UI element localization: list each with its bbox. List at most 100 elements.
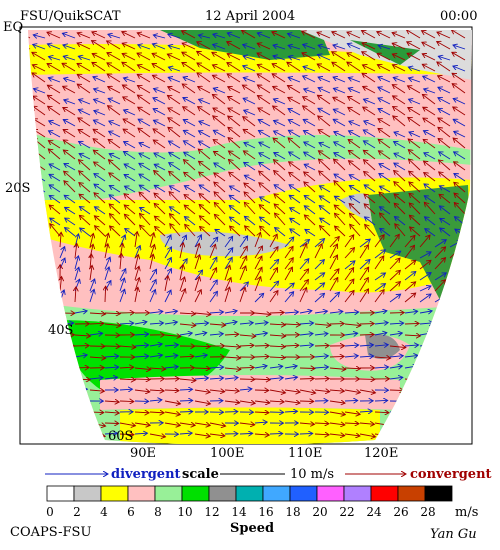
wind-arrow (453, 138, 466, 149)
wind-arrow (319, 186, 331, 193)
wind-arrow (304, 182, 316, 193)
wind-arrow (409, 193, 421, 204)
wind-arrow (389, 323, 404, 324)
wind-arrow (183, 98, 196, 105)
wind-arrow (149, 390, 164, 391)
wind-arrow (239, 433, 253, 434)
wind-arrow (198, 131, 211, 138)
wind-arrow (329, 356, 344, 357)
wind-arrow (134, 334, 149, 335)
wind-arrow (424, 196, 436, 204)
wind-arrow (254, 293, 264, 303)
wind-arrow (104, 377, 118, 379)
wind-arrow (404, 355, 418, 357)
wind-arrow (138, 128, 151, 138)
wind-arrow (32, 65, 46, 72)
wind-arrow (139, 213, 151, 226)
wind-arrow (48, 78, 61, 83)
wind-arrow (164, 290, 171, 303)
wind-arrow (179, 243, 183, 259)
wind-arrow (239, 367, 254, 368)
wind-arrow (284, 401, 300, 403)
wind-arrow (254, 434, 269, 435)
wind-arrow (229, 205, 241, 215)
wind-arrow (344, 333, 358, 335)
wind-arrow (152, 64, 166, 72)
wind-arrow (434, 247, 446, 259)
wind-arrow (380, 213, 391, 226)
color-box (370, 485, 399, 502)
wind-arrow (89, 333, 103, 335)
wind-arrow (168, 87, 181, 94)
wind-arrow (318, 77, 331, 83)
wind-arrow (137, 33, 151, 39)
color-box (289, 485, 318, 502)
wind-arrow (273, 56, 286, 61)
map (28, 30, 472, 444)
wind-arrow (290, 218, 301, 226)
wind-arrow (454, 173, 466, 182)
wind-arrow (254, 313, 271, 315)
wind-arrow (94, 162, 106, 171)
wind-arrow (183, 107, 196, 116)
wind-arrow (454, 152, 466, 160)
wind-arrow (359, 260, 370, 270)
wind-arrow (168, 141, 181, 149)
wind-arrow (213, 130, 226, 138)
wind-arrow (319, 171, 331, 182)
wind-arrow (194, 346, 210, 347)
wind-arrow (452, 84, 466, 94)
wind-arrow (374, 235, 384, 248)
wind-arrow (348, 96, 361, 105)
wind-arrow (95, 226, 106, 237)
wind-arrow (140, 207, 151, 215)
wind-arrow (104, 324, 121, 326)
wind-arrow (197, 51, 211, 61)
wind-arrow (93, 150, 106, 160)
wind-arrow (183, 77, 196, 83)
wind-arrow (275, 213, 286, 226)
wind-arrow (104, 423, 119, 424)
wind-arrow (170, 224, 181, 237)
wind-arrow (299, 368, 315, 369)
wind-arrow (139, 174, 151, 182)
wind-arrow (199, 204, 211, 215)
wind-arrow (254, 401, 270, 403)
wind-arrow (164, 322, 177, 324)
wind-arrow (239, 323, 253, 324)
wind-arrow (110, 226, 121, 237)
color-box (154, 485, 183, 502)
wind-arrow (288, 109, 301, 116)
wind-arrow (64, 171, 76, 182)
wind-arrow (314, 356, 328, 357)
wind-arrow (419, 260, 431, 270)
wind-arrow (169, 214, 181, 226)
wind-arrow (78, 160, 91, 171)
wind-arrow (318, 151, 331, 160)
wind-arrow (33, 89, 46, 94)
wind-arrow (164, 235, 171, 248)
wind-arrow (287, 34, 301, 39)
wind-arrow (329, 390, 344, 391)
wind-arrow (425, 229, 436, 237)
wind-arrow (314, 311, 327, 313)
wind-arrow (344, 434, 360, 436)
wind-arrow (314, 260, 324, 270)
wind-arrow (109, 121, 121, 127)
wind-arrow (303, 131, 316, 138)
wind-arrow (239, 246, 247, 259)
wind-arrow (434, 273, 446, 281)
wind-arrow (348, 139, 361, 149)
wind-arrow (209, 378, 224, 379)
wind-arrow (419, 311, 432, 313)
wind-arrow (290, 208, 301, 215)
wind-arrow (63, 56, 76, 61)
wind-arrow (154, 216, 166, 226)
wind-arrow (334, 205, 346, 215)
wind-arrow (123, 119, 136, 127)
wind-arrow (269, 259, 279, 270)
wind-arrow (139, 163, 151, 171)
wind-arrow (259, 162, 271, 171)
wind-arrow (78, 118, 91, 127)
wind-arrow (149, 368, 166, 369)
